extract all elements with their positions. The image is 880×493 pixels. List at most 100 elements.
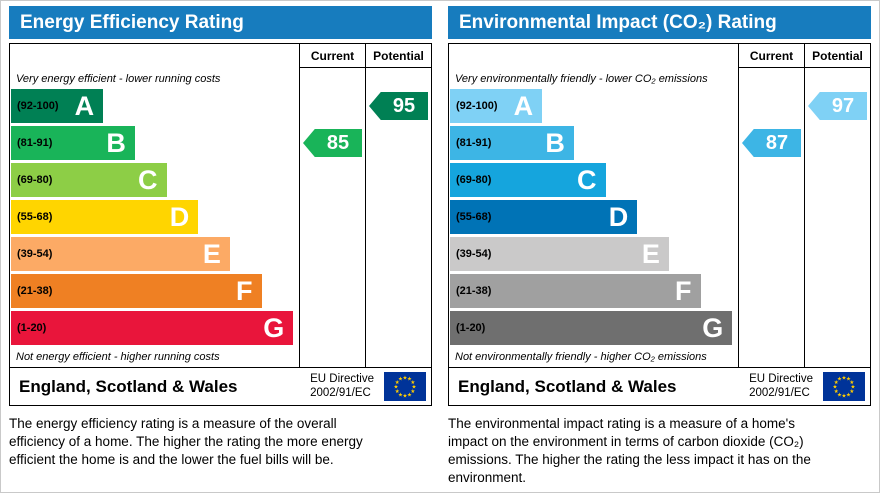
band-row: (81-91) B bbox=[10, 126, 299, 163]
band-d: (55-68) D bbox=[11, 200, 199, 234]
environmental-impact-caption: The environmental impact rating is a mea… bbox=[448, 416, 811, 485]
band-letter: A bbox=[513, 91, 534, 121]
band-row: (21-38) F bbox=[449, 274, 738, 311]
band-letter: A bbox=[74, 91, 95, 121]
band-range: (1-20) bbox=[456, 322, 486, 334]
environmental-impact-panel: Environmental Impact (CO₂) Rating Curren… bbox=[448, 6, 871, 487]
band-range: (81-91) bbox=[17, 137, 53, 149]
current-column-header: Current bbox=[738, 44, 804, 68]
band-f: (21-38) F bbox=[11, 274, 262, 308]
band-range: (21-38) bbox=[17, 285, 53, 297]
band-range: (55-68) bbox=[17, 211, 53, 223]
band-range: (92-100) bbox=[17, 100, 59, 112]
chart-footer: England, Scotland & Wales EU Directive 2… bbox=[10, 367, 431, 405]
band-b: (81-91) B bbox=[450, 126, 574, 160]
band-row: (39-54) E bbox=[10, 237, 299, 274]
potential-column: 95 bbox=[365, 68, 431, 367]
band-letter: E bbox=[202, 239, 221, 269]
bottom-note: Not energy efficient - higher running co… bbox=[16, 351, 220, 363]
column-header-row: Current Potential bbox=[449, 44, 870, 68]
band-row: (39-54) E bbox=[449, 237, 738, 274]
current-column-header: Current bbox=[299, 44, 365, 68]
band-letter: F bbox=[675, 276, 692, 306]
band-f: (21-38) F bbox=[450, 274, 701, 308]
band-row: (55-68) D bbox=[10, 200, 299, 237]
bottom-note: Not environmentally friendly - higher CO… bbox=[455, 351, 707, 363]
eu-directive-label: EU Directive 2002/91/EC bbox=[310, 373, 374, 400]
band-range: (69-80) bbox=[17, 174, 53, 186]
potential-column-header: Potential bbox=[365, 44, 431, 68]
column-header-row: Current Potential bbox=[10, 44, 431, 68]
band-row: (1-20) G bbox=[10, 311, 299, 348]
potential-rating-arrow: 97 bbox=[808, 92, 867, 120]
band-letter: D bbox=[608, 202, 629, 232]
band-letter: F bbox=[236, 276, 253, 306]
band-a: (92-100) A bbox=[450, 89, 543, 123]
band-range: (39-54) bbox=[17, 248, 53, 260]
rating-bands: Very energy efficient - lower running co… bbox=[10, 68, 299, 367]
header-spacer bbox=[10, 44, 299, 68]
chart-body: Very energy efficient - lower running co… bbox=[10, 68, 431, 367]
chart-body: Very environmentally friendly - lower CO… bbox=[449, 68, 870, 367]
band-letter: B bbox=[106, 128, 126, 158]
band-letter: G bbox=[702, 313, 724, 343]
eu-directive-line1: EU Directive bbox=[310, 372, 374, 385]
band-letter: C bbox=[138, 165, 158, 195]
region-label: England, Scotland & Wales bbox=[19, 376, 238, 396]
current-column: 87 bbox=[738, 68, 804, 367]
eu-flag-icon bbox=[823, 372, 865, 401]
band-row: (81-91) B bbox=[449, 126, 738, 163]
band-letter: C bbox=[577, 165, 597, 195]
top-note: Very energy efficient - lower running co… bbox=[16, 73, 221, 85]
band-c: (69-80) C bbox=[450, 163, 606, 197]
band-letter: B bbox=[545, 128, 565, 158]
band-e: (39-54) E bbox=[11, 237, 230, 271]
band-letter: G bbox=[263, 313, 285, 343]
eu-directive-line2: 2002/91/EC bbox=[310, 386, 371, 399]
top-note: Very environmentally friendly - lower CO… bbox=[455, 73, 708, 85]
band-range: (81-91) bbox=[456, 137, 492, 149]
band-row: (55-68) D bbox=[449, 200, 738, 237]
band-e: (39-54) E bbox=[450, 237, 669, 271]
band-row: (92-100) A bbox=[449, 89, 738, 126]
band-range: (55-68) bbox=[456, 211, 492, 223]
band-row: (69-80) C bbox=[449, 163, 738, 200]
current-column: 85 bbox=[299, 68, 365, 367]
band-range: (39-54) bbox=[456, 248, 492, 260]
band-range: (92-100) bbox=[456, 100, 498, 112]
band-row: (1-20) G bbox=[449, 311, 738, 348]
chart-footer: England, Scotland & Wales EU Directive 2… bbox=[449, 367, 870, 405]
band-row: (21-38) F bbox=[10, 274, 299, 311]
rating-bands: Very environmentally friendly - lower CO… bbox=[449, 68, 738, 367]
band-range: (69-80) bbox=[456, 174, 492, 186]
band-d: (55-68) D bbox=[450, 200, 638, 234]
band-letter: E bbox=[641, 239, 660, 269]
potential-column-header: Potential bbox=[804, 44, 870, 68]
header-spacer bbox=[449, 44, 738, 68]
band-range: (1-20) bbox=[17, 322, 47, 334]
environmental-impact-title: Environmental Impact (CO₂) Rating bbox=[448, 6, 871, 39]
eu-flag-icon bbox=[384, 372, 426, 401]
eu-directive-line1: EU Directive bbox=[749, 372, 813, 385]
current-rating-arrow: 87 bbox=[742, 129, 801, 157]
environmental-impact-chart: Current Potential Very environmentally f… bbox=[448, 43, 871, 406]
band-row: (69-80) C bbox=[10, 163, 299, 200]
band-row: (92-100) A bbox=[10, 89, 299, 126]
potential-rating-arrow: 95 bbox=[369, 92, 428, 120]
energy-efficiency-caption: The energy efficiency rating is a measur… bbox=[9, 416, 363, 467]
eu-directive-label: EU Directive 2002/91/EC bbox=[749, 373, 813, 400]
eu-directive-line2: 2002/91/EC bbox=[749, 386, 810, 399]
band-c: (69-80) C bbox=[11, 163, 167, 197]
band-g: (1-20) G bbox=[11, 311, 294, 345]
region-label: England, Scotland & Wales bbox=[458, 376, 677, 396]
band-g: (1-20) G bbox=[450, 311, 733, 345]
energy-efficiency-panel: Energy Efficiency Rating Current Potenti… bbox=[9, 6, 432, 487]
energy-efficiency-chart: Current Potential Very energy efficient … bbox=[9, 43, 432, 406]
band-letter: D bbox=[169, 202, 190, 232]
band-a: (92-100) A bbox=[11, 89, 104, 123]
current-rating-arrow: 85 bbox=[303, 129, 362, 157]
band-b: (81-91) B bbox=[11, 126, 135, 160]
potential-column: 97 bbox=[804, 68, 870, 367]
energy-efficiency-title: Energy Efficiency Rating bbox=[9, 6, 432, 39]
